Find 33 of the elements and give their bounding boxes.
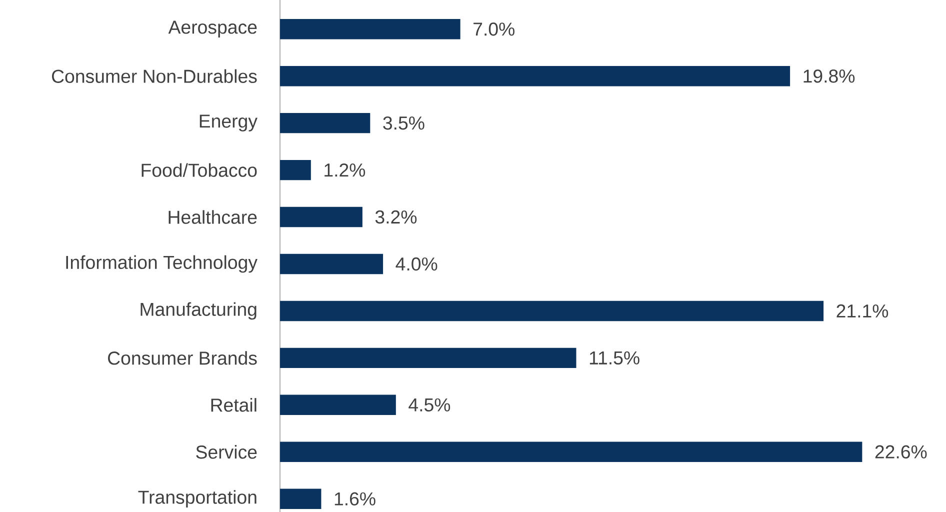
y-tick-label: Consumer Brands [108,351,257,365]
bar [280,394,396,416]
y-tick-label: Healthcare [168,210,257,224]
data-label: 3.2% [375,210,417,224]
data-label: 7.0% [474,22,514,36]
y-tick-label: Aerospace [168,20,257,38]
y-tick-label: Transportation [138,490,256,508]
data-label: 19.8% [804,69,855,83]
y-tick-label: Retail [211,398,256,412]
bar [280,66,790,86]
data-label: 4.5% [408,398,450,412]
bar [280,112,370,134]
bar [280,254,384,274]
y-tick-label: Food/Tobacco [142,163,257,177]
data-label: 4.0% [396,257,438,271]
y-tick-label: Energy [200,114,258,132]
data-label: 22.6% [875,445,927,458]
data-label: 11.5% [590,351,640,365]
y-tick-label: Manufacturing [140,302,256,320]
bar [280,442,862,462]
bar [280,348,576,368]
bar [280,160,311,180]
data-label: 1.6% [334,492,376,506]
y-tick-label: Consumer Non-Durables [52,69,257,83]
bar [280,206,362,228]
data-label: 1.2% [324,163,366,177]
bar [280,19,460,40]
y-tick-label: Information Technology [66,255,258,273]
data-label: 21.1% [836,304,888,318]
data-label: 3.5% [383,116,424,130]
bar [280,488,322,509]
y-tick-label: Service [196,445,257,459]
bar [280,300,824,322]
